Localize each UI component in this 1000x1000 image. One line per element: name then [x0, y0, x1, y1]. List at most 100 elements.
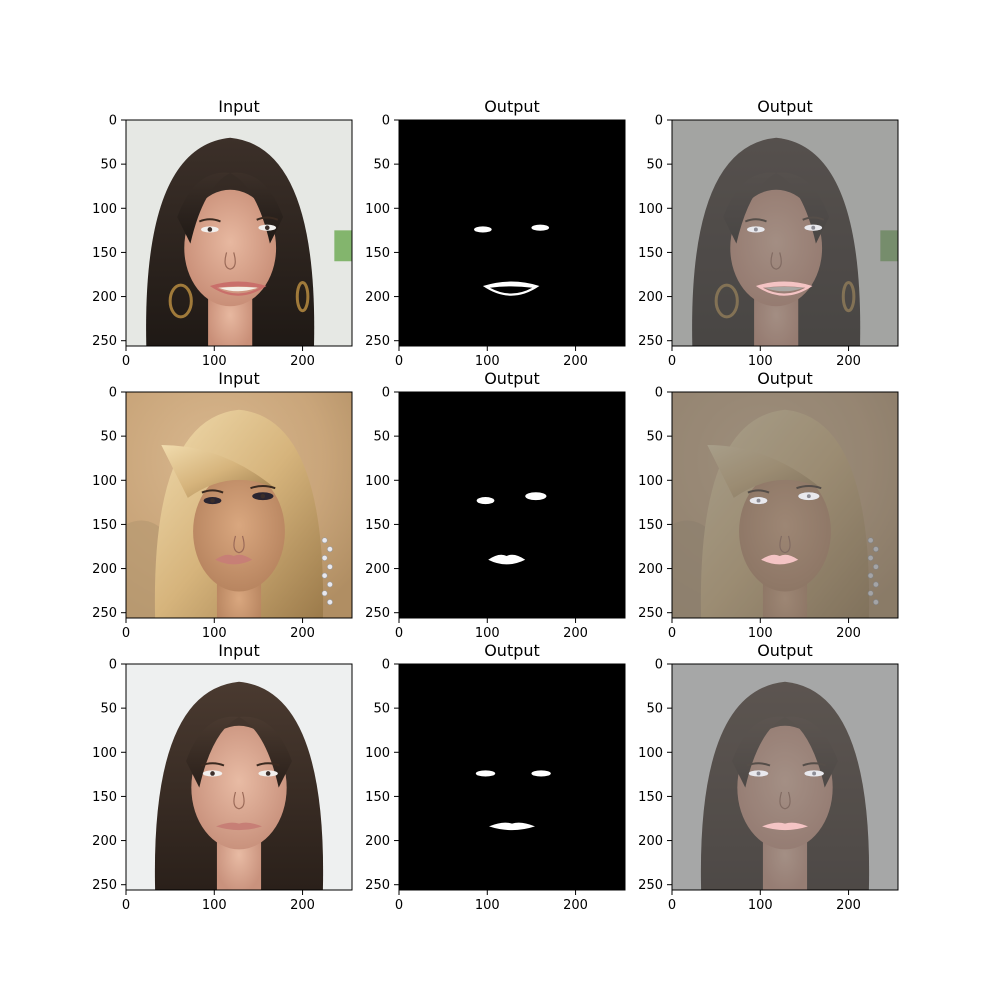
x-tick-label: 200 — [563, 626, 588, 641]
y-tick-label: 50 — [373, 158, 390, 173]
panel-title: Output — [484, 97, 540, 116]
highlighted-iris — [756, 498, 761, 503]
x-tick-label: 0 — [122, 626, 130, 641]
y-tick-label: 100 — [365, 474, 390, 489]
x-tick-label: 200 — [290, 354, 315, 369]
y-tick-label: 100 — [365, 202, 390, 217]
panel-r2-c2: 0 100 200 0 50 100 150 200 250 Output — [638, 641, 899, 913]
lips — [209, 281, 267, 296]
x-tick-label: 200 — [836, 898, 861, 913]
panel-title: Output — [757, 97, 813, 116]
x-tick-label: 200 — [836, 354, 861, 369]
axes-frame — [125, 119, 353, 347]
x-tick-label: 100 — [202, 626, 227, 641]
y-tick-label: 250 — [92, 878, 117, 893]
axes-frame — [671, 391, 899, 619]
panel-image — [126, 392, 352, 618]
eye-mask — [525, 492, 547, 501]
x-tick-label: 100 — [748, 898, 773, 913]
panel-title: Output — [757, 641, 813, 660]
highlighted-lips — [761, 554, 799, 565]
earring-sparkle — [326, 599, 333, 606]
eye-mask — [474, 226, 492, 233]
y-tick-label: 0 — [382, 386, 390, 401]
hair-fringe — [239, 716, 292, 788]
highlighted-lips — [762, 822, 808, 831]
eye-mask — [531, 224, 550, 231]
y-tick-label: 250 — [365, 606, 390, 621]
y-tick-label: 0 — [109, 658, 117, 673]
panel-image — [399, 392, 625, 618]
panel-title: Output — [757, 369, 813, 388]
nose — [224, 252, 236, 270]
hair-fringe — [186, 716, 239, 788]
panel-title: Output — [484, 641, 540, 660]
x-tick-label: 100 — [475, 626, 500, 641]
iris — [210, 771, 215, 776]
y-tick-label: 50 — [100, 430, 117, 445]
y-tick-label: 200 — [92, 290, 117, 305]
earring-sparkle — [321, 572, 328, 579]
x-tick-label: 0 — [395, 354, 403, 369]
mask-background — [399, 664, 625, 890]
y-tick-label: 50 — [646, 702, 663, 717]
overlay-tint — [672, 120, 898, 346]
highlighted-iris — [806, 494, 811, 499]
y-tick-label: 50 — [373, 430, 390, 445]
hair-fringe — [177, 172, 231, 244]
y-tick-label: 150 — [638, 790, 663, 805]
panel-r1-c2: 0 100 200 0 50 100 150 200 250 Output — [638, 369, 899, 641]
iris — [265, 771, 271, 776]
y-tick-label: 150 — [365, 246, 390, 261]
y-tick-label: 250 — [365, 878, 390, 893]
y-tick-label: 150 — [638, 246, 663, 261]
panel-image — [672, 664, 898, 890]
x-tick-label: 100 — [202, 898, 227, 913]
y-tick-label: 50 — [646, 158, 663, 173]
x-tick-label: 200 — [563, 898, 588, 913]
nose — [233, 535, 245, 554]
mask-background — [399, 120, 625, 346]
y-tick-label: 50 — [100, 702, 117, 717]
y-tick-label: 250 — [92, 606, 117, 621]
panel-title: Output — [484, 369, 540, 388]
eyebrow — [201, 489, 224, 494]
y-tick-label: 150 — [92, 246, 117, 261]
highlighted-iris — [811, 225, 816, 230]
y-tick-label: 250 — [638, 878, 663, 893]
x-tick-label: 200 — [563, 354, 588, 369]
y-tick-label: 150 — [92, 518, 117, 533]
panel-image — [672, 392, 898, 618]
axes-frame — [398, 663, 626, 891]
axes-frame — [671, 663, 899, 891]
y-tick-label: 150 — [92, 790, 117, 805]
mask-background — [399, 392, 625, 618]
x-tick-label: 200 — [290, 898, 315, 913]
face — [193, 471, 285, 592]
hoop-earring — [295, 280, 310, 313]
hoop-earring — [168, 283, 193, 319]
lips — [216, 822, 262, 831]
y-tick-label: 200 — [638, 290, 663, 305]
x-tick-label: 200 — [836, 626, 861, 641]
overlay-tint — [672, 392, 898, 618]
eye-mask — [476, 497, 495, 505]
x-tick-label: 0 — [668, 898, 676, 913]
y-tick-label: 250 — [92, 334, 117, 349]
y-tick-label: 200 — [638, 834, 663, 849]
teeth — [218, 286, 258, 292]
y-tick-label: 200 — [365, 562, 390, 577]
overlay-tint — [672, 664, 898, 890]
highlighted-iris — [812, 771, 817, 776]
y-tick-label: 200 — [92, 834, 117, 849]
panel-r2-c1: 0 100 200 0 50 100 150 200 250 Output — [365, 641, 626, 913]
panel-r1-c0: 0 100 200 0 50 100 150 200 250 Input — [92, 369, 353, 641]
y-tick-label: 0 — [655, 386, 663, 401]
x-tick-label: 0 — [668, 626, 676, 641]
earring-sparkle — [321, 590, 328, 597]
panel-image — [399, 664, 625, 890]
eyebrow — [200, 762, 225, 767]
x-tick-label: 0 — [668, 354, 676, 369]
panel-image — [672, 120, 898, 346]
